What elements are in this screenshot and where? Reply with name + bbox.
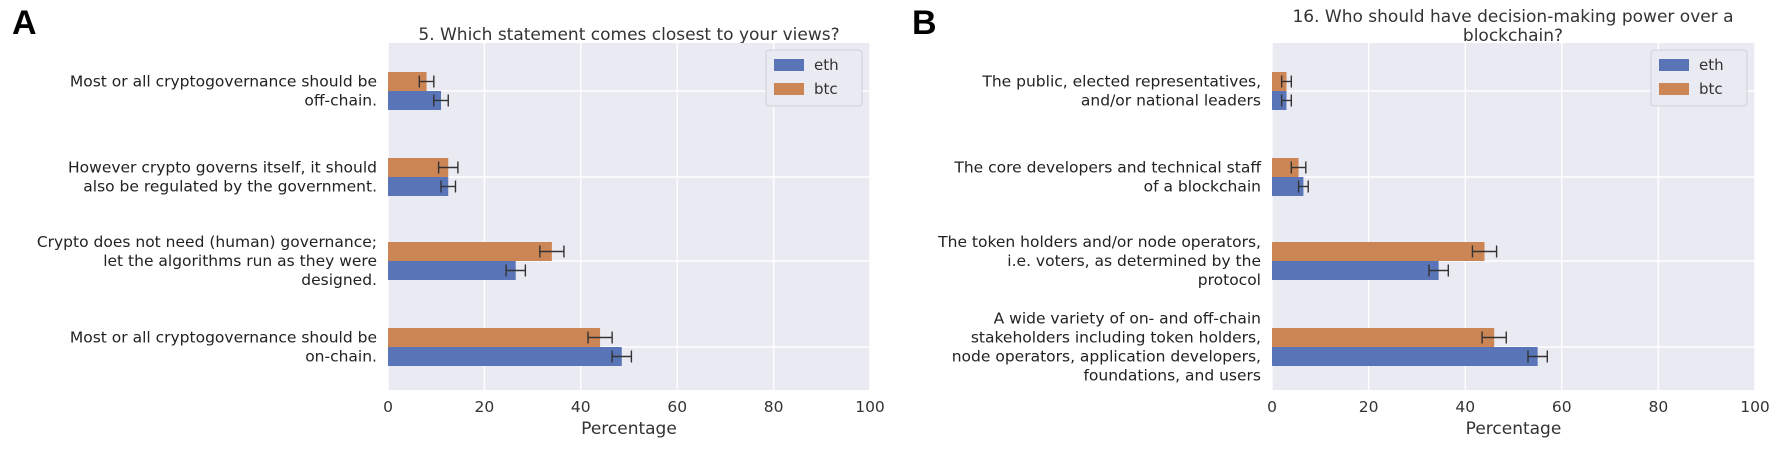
category-label: Most or all cryptogovernance should be [70,329,377,347]
panel-letter: A [12,4,37,42]
category-label: of a blockchain [1144,178,1261,196]
category-label: i.e. voters, as determined by the [1007,252,1261,270]
chart-panel-a: A 5. Which statement comes closest to you… [12,4,885,439]
legend-swatch-eth [1659,59,1689,71]
x-tick-label: 20 [475,398,495,416]
bar-eth [1272,91,1287,110]
legend-swatch-btc [1659,83,1689,95]
legend-label-btc: btc [814,80,838,98]
x-tick-label: 80 [764,398,784,416]
x-tick-label: 0 [383,398,393,416]
x-tick-label: 60 [1552,398,1572,416]
x-tick-label: 60 [667,398,687,416]
bar-eth [388,347,622,366]
category-label: The token holders and/or node operators, [937,233,1261,251]
chart-title: 5. Which statement comes closest to your… [418,25,839,45]
panel-letter: B [912,4,937,42]
category-label: protocol [1198,271,1261,289]
category-label: let the algorithms run as they were [103,252,377,270]
category-label: on-chain. [305,348,377,366]
bar-eth [1272,347,1538,366]
category-label: A wide variety of on- and off-chain [994,310,1261,328]
chart-panel-b: B 16. Who should have decision-making pow… [912,4,1770,439]
chart-title: 16. Who should have decision-making powe… [1292,7,1733,27]
legend-swatch-eth [774,59,804,71]
category-label: Crypto does not need (human) governance; [37,233,377,251]
x-tick-label: 40 [1455,398,1475,416]
x-tick-label: 40 [571,398,591,416]
x-axis-label: Percentage [1466,419,1562,439]
category-label: However crypto governs itself, it should [68,159,377,177]
bar-btc [388,72,427,91]
bar-eth [1272,177,1304,196]
x-tick-label: 100 [855,398,885,416]
bar-eth [388,177,449,196]
bar-eth [388,91,442,110]
category-label: foundations, and users [1083,367,1261,385]
category-label: off-chain. [304,92,377,110]
bar-eth [1272,261,1439,280]
bar-btc [388,242,552,261]
bar-btc [388,328,601,347]
category-label: Most or all cryptogovernance should be [70,73,377,91]
category-label: also be regulated by the government. [83,178,377,196]
legend-label-eth: eth [1699,56,1724,74]
category-label: node operators, application developers, [952,348,1261,366]
bar-eth [388,261,516,280]
bar-btc [388,158,449,177]
bar-btc [1272,72,1287,91]
category-label: The core developers and technical staff [953,159,1261,177]
x-tick-label: 80 [1649,398,1669,416]
legend-label-eth: eth [814,56,839,74]
x-tick-label: 100 [1740,398,1770,416]
x-tick-label: 0 [1267,398,1277,416]
bar-btc [1272,328,1495,347]
chart-title: blockchain? [1463,26,1563,46]
legend-label-btc: btc [1699,80,1723,98]
bar-btc [1272,242,1485,261]
category-label: stakeholders including token holders, [971,329,1261,347]
x-tick-label: 20 [1359,398,1379,416]
category-label: and/or national leaders [1081,92,1261,110]
x-axis-label: Percentage [581,419,677,439]
category-label: The public, elected representatives, [981,73,1261,91]
category-label: designed. [301,271,377,289]
legend-swatch-btc [774,83,804,95]
